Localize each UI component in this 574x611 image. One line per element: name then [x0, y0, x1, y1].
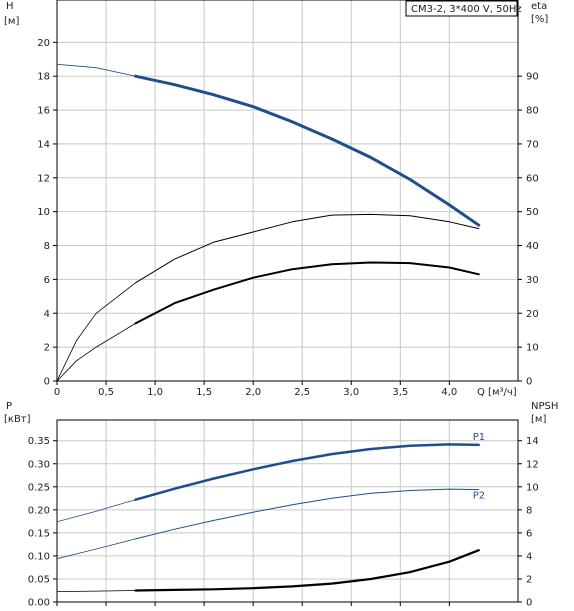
efficiency-curve-1-extension: [56, 282, 136, 382]
y-left-tick-label: 0.20: [28, 505, 50, 516]
efficiency-curve-1: [135, 213, 480, 284]
y-left-tick-label: 18: [37, 72, 50, 83]
x-tick-label: 1,0: [147, 387, 163, 398]
top-right-axis-unit: [%]: [531, 14, 548, 25]
y-left-tick-label: 2: [44, 343, 50, 354]
x-axis-label: Q [м³/ч]: [477, 387, 517, 398]
y-right-tick-label: 10: [526, 343, 539, 354]
npsh-curve-extension: [56, 590, 136, 592]
head-curve: [134, 74, 481, 227]
top-left-axis-unit: [м]: [4, 16, 19, 27]
x-tick-label: 3,0: [343, 387, 359, 398]
y-left-tick-label: 12: [37, 173, 50, 184]
power-p2-curve: [135, 488, 480, 540]
series-label-p2: P2: [473, 491, 485, 502]
x-tick-label: 0: [54, 387, 60, 398]
y-left-tick-label: 4: [44, 309, 50, 320]
bottom-left-axis-unit: [кВт]: [4, 414, 31, 425]
y-left-tick-label: 16: [37, 106, 50, 117]
y-right-tick-label: 12: [526, 459, 539, 470]
top-chart-ticks: 0 0,5 1,0 1,5 2,0 2,5 3,0 3,5 4,0 0 2 4 6 8 10 12 14 16 18…: [37, 38, 538, 398]
power-p1-curve: [134, 443, 481, 501]
y-left-tick-label: 0.30: [28, 459, 50, 470]
y-right-tick-label: 6: [526, 528, 532, 539]
y-left-tick-label: 0.15: [28, 528, 50, 539]
top-right-axis-label: eta: [531, 1, 547, 12]
y-left-tick-label: 14: [37, 139, 50, 150]
y-left-tick-label: 0: [44, 377, 50, 388]
top-plot-frame: [56, 0, 519, 382]
y-left-tick-label: 8: [44, 241, 50, 252]
series-label-p1: P1: [473, 432, 485, 443]
power-p1-curve-extension: [56, 499, 136, 523]
y-right-tick-label: 90: [526, 72, 539, 83]
y-right-tick-label: 40: [526, 241, 539, 252]
x-tick-label: 3,5: [392, 387, 408, 398]
bottom-chart-ticks: 0.00 0.05 0.10 0.15 0.20 0.25 0.30 0.35 0 2 4 6 8 10 1…: [28, 436, 539, 608]
efficiency-curve-2-extension: [56, 323, 136, 382]
bottom-right-axis-label: NPSH: [531, 401, 558, 412]
y-right-tick-label: 2: [526, 574, 532, 585]
y-left-tick-label: 0.25: [28, 482, 50, 493]
y-left-tick-label: 0.00: [28, 598, 50, 609]
y-right-tick-label: 60: [526, 173, 539, 184]
y-left-tick-label: 0.05: [28, 574, 50, 585]
y-left-tick-label: 20: [37, 38, 50, 49]
bottom-left-axis-label: P: [6, 401, 12, 412]
y-right-tick-label: 4: [526, 551, 532, 562]
chart-title: CM3-2, 3*400 V, 50Hz: [411, 4, 522, 15]
x-tick-label: 1,5: [196, 387, 212, 398]
y-right-tick-label: 50: [526, 207, 539, 218]
y-left-tick-label: 0.10: [28, 551, 50, 562]
bottom-chart-grid: [57, 420, 518, 602]
y-right-tick-label: 20: [526, 309, 539, 320]
top-chart-curves: [56, 63, 481, 382]
bottom-plot-frame: [56, 419, 519, 603]
top-chart: 0 0,5 1,0 1,5 2,0 2,5 3,0 3,5 4,0 0 2 4 6 8 10 12 14 16 18…: [4, 0, 548, 398]
power-p2-curve-extension: [56, 538, 136, 560]
bottom-chart-curves: P1 P2: [56, 432, 485, 592]
y-right-tick-label: 10: [526, 482, 539, 493]
y-right-tick-label: 70: [526, 139, 539, 150]
y-right-tick-label: 14: [526, 436, 539, 447]
y-right-tick-label: 8: [526, 505, 532, 516]
x-tick-label: 4,0: [441, 387, 457, 398]
y-right-tick-label: 0: [526, 598, 532, 609]
x-tick-label: 2,0: [245, 387, 261, 398]
x-tick-label: 0,5: [98, 387, 114, 398]
npsh-curve: [134, 549, 480, 592]
bottom-right-axis-unit: [м]: [531, 414, 546, 425]
efficiency-curve-2: [134, 261, 480, 325]
y-right-tick-label: 0: [526, 377, 532, 388]
top-chart-grid: [57, 0, 518, 381]
y-left-tick-label: 6: [44, 275, 50, 286]
y-left-tick-label: 0.35: [28, 436, 50, 447]
x-tick-label: 2,5: [294, 387, 310, 398]
title-box: [405, 0, 518, 17]
head-curve-extension: [56, 63, 136, 77]
y-right-tick-label: 80: [526, 106, 539, 117]
top-left-axis-label: H: [6, 1, 14, 12]
bottom-chart: P1 P2 0.00 0.05 0.10 0.15 0.20 0.25 0.30 0.35 0 2 4…: [4, 401, 558, 609]
y-right-tick-label: 30: [526, 275, 539, 286]
y-left-tick-label: 10: [37, 207, 50, 218]
